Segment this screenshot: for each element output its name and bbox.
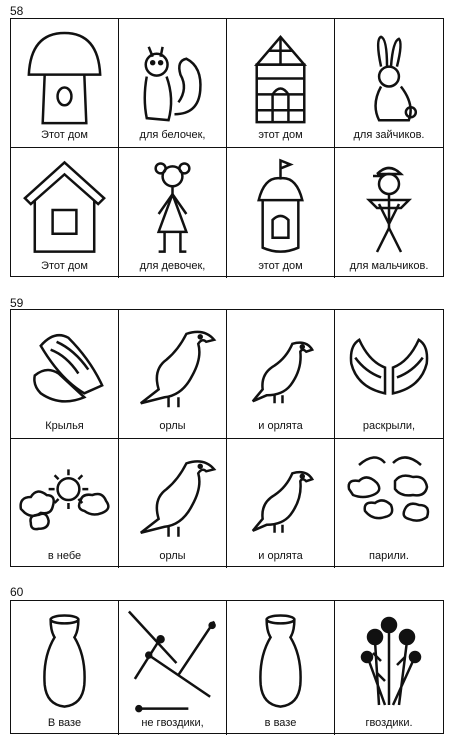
cell-mushroom-house: Этот дом: [11, 19, 119, 148]
nails-icon: [119, 601, 226, 735]
exercise-number-58: 58: [10, 4, 24, 18]
caption: этот дом: [258, 260, 303, 272]
cell-clouds: парили.: [335, 439, 443, 568]
wings-icon: [11, 310, 118, 438]
vase-icon: [227, 601, 334, 735]
caption: для белочек,: [139, 129, 206, 141]
eagle-icon: [119, 439, 226, 568]
exercise-59-grid: Крылья орлы и орлята раскрыли,: [10, 309, 444, 568]
caption: для девочек,: [139, 260, 206, 272]
clouds-icon: [335, 439, 443, 568]
hare-icon: [335, 19, 443, 147]
eaglet-icon: [227, 439, 334, 568]
cell-eaglet: и орлята: [227, 310, 335, 439]
carnations-icon: [335, 601, 443, 735]
caption: для зайчиков.: [353, 129, 425, 141]
caption: Этот дом: [41, 260, 88, 272]
exercise-number-60: 60: [10, 585, 24, 599]
cell-sun-clouds: в небе: [11, 439, 119, 568]
exercise-number-59: 59: [10, 296, 24, 310]
cell-eaglet-2: и орлята: [227, 439, 335, 568]
caption: не гвоздики,: [141, 717, 204, 729]
boy-icon: [335, 148, 443, 278]
caption: Крылья: [45, 420, 84, 432]
cell-carnations: гвоздики.: [335, 601, 443, 735]
cell-vase: В вазе: [11, 601, 119, 735]
caption: для мальчиков.: [349, 260, 429, 272]
cell-girl: для девочек,: [119, 148, 227, 278]
caption: раскрыли,: [362, 420, 416, 432]
caption: и орлята: [258, 420, 303, 432]
caption: в небе: [47, 550, 82, 562]
caption: в вазе: [264, 717, 297, 729]
girl-icon: [119, 148, 226, 278]
cell-eagle: орлы: [119, 310, 227, 439]
caption: орлы: [159, 550, 186, 562]
squirrel-icon: [119, 19, 226, 147]
cell-birdhouse: Этот дом: [11, 148, 119, 278]
exercise-60-grid: В вазе не гвоздики, в вазе гвоздики: [10, 600, 444, 735]
caption: парили.: [369, 550, 409, 562]
caption: орлы: [159, 420, 186, 432]
cell-open-wings: раскрыли,: [335, 310, 443, 439]
birdhouse-icon: [11, 148, 118, 278]
mushroom-house-icon: [11, 19, 118, 147]
round-tower-house-icon: [227, 148, 334, 278]
cell-vase-2: в вазе: [227, 601, 335, 735]
eaglet-icon: [227, 310, 334, 438]
caption: гвоздики.: [365, 717, 413, 729]
open-wings-icon: [335, 310, 443, 438]
cell-nails: не гвоздики,: [119, 601, 227, 735]
cell-hare: для зайчиков.: [335, 19, 443, 148]
caption: этот дом: [258, 129, 303, 141]
cell-boy: для мальчиков.: [335, 148, 443, 278]
caption: В вазе: [47, 717, 82, 729]
eagle-icon: [119, 310, 226, 438]
vase-icon: [11, 601, 118, 735]
sun-clouds-icon: [11, 439, 118, 568]
cell-tower-house: этот дом: [227, 19, 335, 148]
cell-squirrel: для белочек,: [119, 19, 227, 148]
cell-round-tower-house: этот дом: [227, 148, 335, 278]
cell-eagle-2: орлы: [119, 439, 227, 568]
cell-wings: Крылья: [11, 310, 119, 439]
caption: и орлята: [258, 550, 303, 562]
exercise-58-grid: Этот дом для белочек, этот дом для: [10, 18, 444, 278]
tower-house-icon: [227, 19, 334, 147]
caption: Этот дом: [41, 129, 88, 141]
